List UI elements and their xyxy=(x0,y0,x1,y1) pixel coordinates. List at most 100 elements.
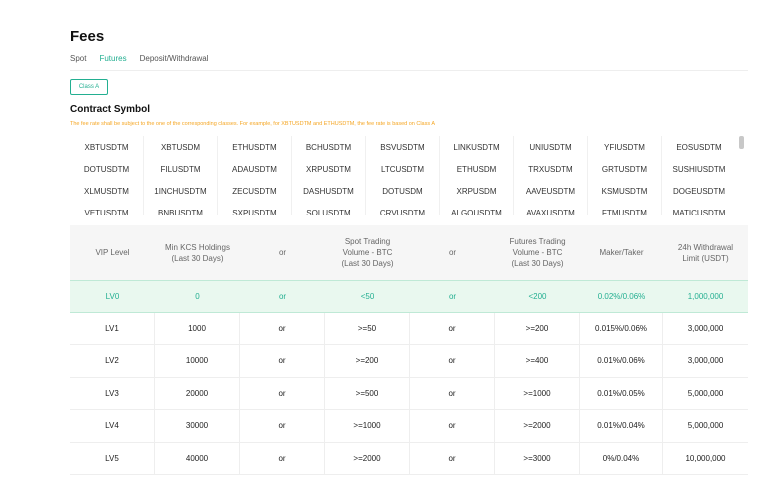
header-cell: Maker/Taker xyxy=(580,225,663,280)
header-line: or xyxy=(278,248,287,257)
symbol[interactable]: FTMUSDTM xyxy=(588,202,662,215)
table-cell: or xyxy=(240,345,325,377)
fee-note: The fee rate shall be subject to the one… xyxy=(70,121,436,127)
symbol[interactable]: XLMUSDTM xyxy=(70,180,144,202)
table-cell: <50 xyxy=(360,291,375,301)
symbol[interactable]: YFIUSDTM xyxy=(588,136,662,158)
class-button[interactable]: Class A xyxy=(70,79,108,95)
fee-table: VIP Level Min KCS Holdings (Last 30 Days) o… xyxy=(70,225,748,475)
table-cell: or xyxy=(448,291,457,301)
header-line: Maker/Taker xyxy=(599,248,644,257)
symbol[interactable]: LINKUSDTM xyxy=(440,136,514,158)
table-cell: 20000 xyxy=(155,377,240,409)
symbol[interactable]: UNIUSDTM xyxy=(514,136,588,158)
tab[interactable]: Futures xyxy=(99,54,127,63)
tab[interactable]: Spot xyxy=(70,54,87,63)
table-cell: >=2000 xyxy=(325,442,410,474)
symbol[interactable]: DOTUSDTM xyxy=(70,158,144,180)
table-cell: >=200 xyxy=(325,345,410,377)
header-line: (Last 30 Days) xyxy=(511,259,564,268)
symbol[interactable]: KSMUSDTM xyxy=(588,180,662,202)
header-line: Min KCS Holdings xyxy=(165,242,230,252)
symbol[interactable]: SXPUSDTM xyxy=(218,202,292,215)
table-cell: 0 xyxy=(195,291,200,301)
header-cell: 24h Withdrawal Limit (USDT) xyxy=(663,225,748,280)
header-line: Volume - BTC xyxy=(342,248,393,257)
symbol[interactable]: ALGOUSDTM xyxy=(440,202,514,215)
symbol[interactable]: DASHUSDTM xyxy=(292,180,366,202)
table-header: VIP Level Min KCS Holdings (Last 30 Days) o… xyxy=(70,225,748,280)
table-cell: 0.01%/0.04% xyxy=(580,410,663,442)
symbol[interactable]: AVAXUSDTM xyxy=(514,202,588,215)
symbol-row: DOTUSDTM FILUSDTM ADAUSDTM XRPUSDTM LTCUSDTM… xyxy=(70,158,736,180)
table-cell: 1000 xyxy=(155,312,240,344)
header-line: Limit (USDT) xyxy=(682,253,729,263)
table-cell: 3,000,000 xyxy=(687,356,724,366)
table-row: LV4 30000 or >=1000 or >=2000 0.01%/0.04% 5,000… xyxy=(70,410,748,443)
header-line: Futures Trading xyxy=(509,237,566,246)
symbol[interactable]: SUSHIUSDTM xyxy=(672,164,726,174)
symbol-row: XBTUSDTM XBTUSDM ETHUSDTM BCHUSDTM BSVUSDTM L… xyxy=(70,136,736,158)
table-cell: LV0 xyxy=(105,291,120,301)
symbol[interactable]: ZECUSDTM xyxy=(218,180,292,202)
symbol[interactable]: ADAUSDTM xyxy=(218,158,292,180)
symbol[interactable]: DOTUSDM xyxy=(366,180,440,202)
symbol[interactable]: GRTUSDTM xyxy=(588,158,662,180)
table-cell: or xyxy=(240,410,325,442)
table-cell: 30000 xyxy=(155,410,240,442)
symbol[interactable]: 1INCHUSDTM xyxy=(144,180,218,202)
header-cell: or xyxy=(410,225,495,280)
symbol[interactable]: ETHUSDTM xyxy=(218,136,292,158)
table-cell: >=500 xyxy=(325,377,410,409)
scrollbar[interactable] xyxy=(739,136,744,149)
symbol[interactable]: EOSUSDTM xyxy=(676,142,722,152)
symbol[interactable]: SOLUSDTM xyxy=(292,202,366,215)
symbol-grid: XBTUSDTM XBTUSDM ETHUSDTM BCHUSDTM BSVUSDTM L… xyxy=(70,136,736,215)
symbol[interactable]: XBTUSDTM xyxy=(70,136,144,158)
table-cell: or xyxy=(410,345,495,377)
table-cell: <200 xyxy=(528,291,547,301)
table-cell: >=3000 xyxy=(495,442,580,474)
header-line: (Last 30 Days) xyxy=(171,253,224,263)
table-cell: 0%/0.04% xyxy=(580,442,663,474)
symbol[interactable]: XBTUSDM xyxy=(144,136,218,158)
symbol-row: XLMUSDTM 1INCHUSDTM ZECUSDTM DASHUSDTM DOTUS… xyxy=(70,180,736,202)
symbol[interactable]: LTCUSDTM xyxy=(366,158,440,180)
symbol[interactable]: XRPUSDTM xyxy=(292,158,366,180)
symbol[interactable]: BCHUSDTM xyxy=(292,136,366,158)
table-row: LV5 40000 or >=2000 or >=3000 0%/0.04% 10,000,0… xyxy=(70,442,748,475)
symbol[interactable]: ETHUSDM xyxy=(440,158,514,180)
table-cell: >=1000 xyxy=(325,410,410,442)
table-cell: >=200 xyxy=(495,312,580,344)
symbol[interactable]: BNBUSDTM xyxy=(144,202,218,215)
table-row: LV2 10000 or >=200 or >=400 0.01%/0.06% 3,000,0… xyxy=(70,345,748,378)
symbol[interactable]: MATICUSDTM xyxy=(672,208,726,216)
header-line: or xyxy=(448,248,457,257)
symbol[interactable]: AAVEUSDTM xyxy=(514,180,588,202)
header-cell: VIP Level xyxy=(70,225,155,280)
header-cell: Spot Trading Volume - BTC (Last 30 Days) xyxy=(325,225,410,280)
symbol[interactable]: CRVUSDTM xyxy=(366,202,440,215)
symbol[interactable]: DOGEUSDTM xyxy=(673,186,725,196)
symbol[interactable]: FILUSDTM xyxy=(144,158,218,180)
table-cell: 10,000,000 xyxy=(685,453,726,463)
symbol[interactable]: XRPUSDM xyxy=(440,180,514,202)
symbol[interactable]: VETUSDTM xyxy=(70,202,144,215)
table-cell: LV4 xyxy=(70,410,155,442)
tab[interactable]: Deposit/Withdrawal xyxy=(139,54,209,63)
section-title: Contract Symbol xyxy=(70,104,151,115)
table-cell: 40000 xyxy=(155,442,240,474)
tab-divider xyxy=(70,70,748,71)
table-cell: >=50 xyxy=(325,312,410,344)
page-title: Fees xyxy=(70,28,105,45)
header-cell: Futures Trading Volume - BTC (Last 30 Days… xyxy=(495,225,580,280)
table-cell: LV3 xyxy=(70,377,155,409)
table-cell: 0.015%/0.06% xyxy=(580,312,663,344)
symbol[interactable]: TRXUSDTM xyxy=(514,158,588,180)
header-line: Volume - BTC xyxy=(512,248,563,257)
table-row: LV3 20000 or >=500 or >=1000 0.01%/0.05% 5,000,… xyxy=(70,377,748,410)
symbol[interactable]: BSVUSDTM xyxy=(366,136,440,158)
table-cell: or xyxy=(240,377,325,409)
header-cell: or xyxy=(240,225,325,280)
